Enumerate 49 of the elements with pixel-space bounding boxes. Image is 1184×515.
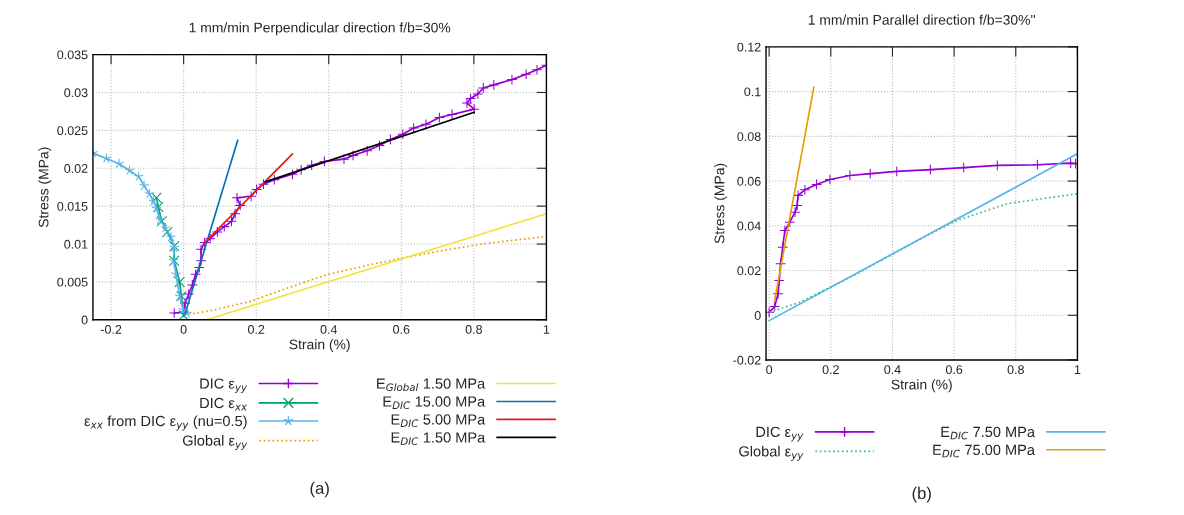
legend-label: E$_{DIC}$ 75.00 MPa: [933, 444, 1035, 458]
text: (a): [310, 481, 329, 498]
legend-label: DIC ε$_{yy}$: [756, 426, 804, 442]
x-tick-label: 0.6: [393, 325, 410, 334]
legend-label: ε$_{xx}$ from DIC ε$_{yy}$ (nu=0.5): [84, 415, 247, 431]
y-tick-label: 0.005: [57, 277, 88, 287]
x-tick-label: 0: [766, 365, 773, 375]
y-tick-label: 0.08: [737, 132, 761, 141]
legend-label: Global ε$_{yy}$: [739, 445, 804, 461]
y-tick-label: 0.025: [57, 126, 88, 136]
legend-label: Global ε$_{yy}$: [182, 435, 248, 451]
y-axis-title: Stress (MPa): [38, 147, 52, 228]
x-tick-label: 0.4: [320, 325, 338, 334]
chart-title: 1 mm/min Perpendicular direction f/b=30%: [189, 22, 451, 36]
y-tick-label: 0.01: [64, 239, 88, 249]
y-tick-label: -0.02: [733, 355, 761, 365]
x-tick-label: -0.2: [100, 325, 122, 334]
x-axis-title: Strain (%): [891, 379, 952, 393]
y-tick-label: 0.035: [57, 50, 88, 60]
y-tick-label: 0.015: [57, 201, 88, 211]
legend-label: DIC ε$_{yy}$: [200, 378, 248, 394]
y-tick-label: 0.06: [737, 176, 761, 186]
legend-label: E$_{DIC}$ 15.00 MPa: [383, 396, 486, 410]
chart-title: 1 mm/min Parallel direction f/b=30%'': [808, 14, 1036, 25]
y-tick-label: 0.02: [64, 164, 88, 173]
x-tick-label: 0: [180, 325, 187, 334]
y-tick-label: 0.03: [64, 88, 88, 98]
x-tick-label: 0.6: [945, 365, 963, 375]
legend-label: E$_{DIC}$ 7.50 MPa: [941, 426, 1035, 440]
legend-label: E$_{DIC}$ 5.00 MPa: [391, 414, 486, 428]
y-axis-title: Stress (MPa): [714, 163, 728, 244]
y-tick-label: 0: [81, 315, 88, 325]
x-tick-label: 1: [1074, 365, 1081, 374]
legend-label: DIC ε$_{xx}$: [200, 397, 248, 411]
text: (b): [912, 486, 931, 503]
x-tick-label: 0.8: [465, 325, 483, 334]
y-tick-label: 0.04: [737, 221, 761, 231]
y-tick-label: 0: [754, 311, 761, 320]
y-tick-label: 0.12: [737, 42, 761, 52]
x-axis-title: Strain (%): [289, 339, 350, 353]
x-tick-label: 0.2: [247, 325, 265, 334]
x-tick-label: 0.4: [884, 365, 901, 375]
legend-label: E$_{Global}$ 1.50 MPa: [377, 378, 486, 392]
y-tick-label: 0.1: [744, 87, 761, 97]
y-tick-label: 0.02: [737, 266, 761, 276]
legend-label: E$_{DIC}$ 1.50 MPa: [391, 432, 486, 446]
x-tick-label: 0.8: [1007, 365, 1024, 375]
x-tick-label: 1: [543, 325, 550, 334]
x-tick-label: 0.2: [822, 365, 839, 375]
